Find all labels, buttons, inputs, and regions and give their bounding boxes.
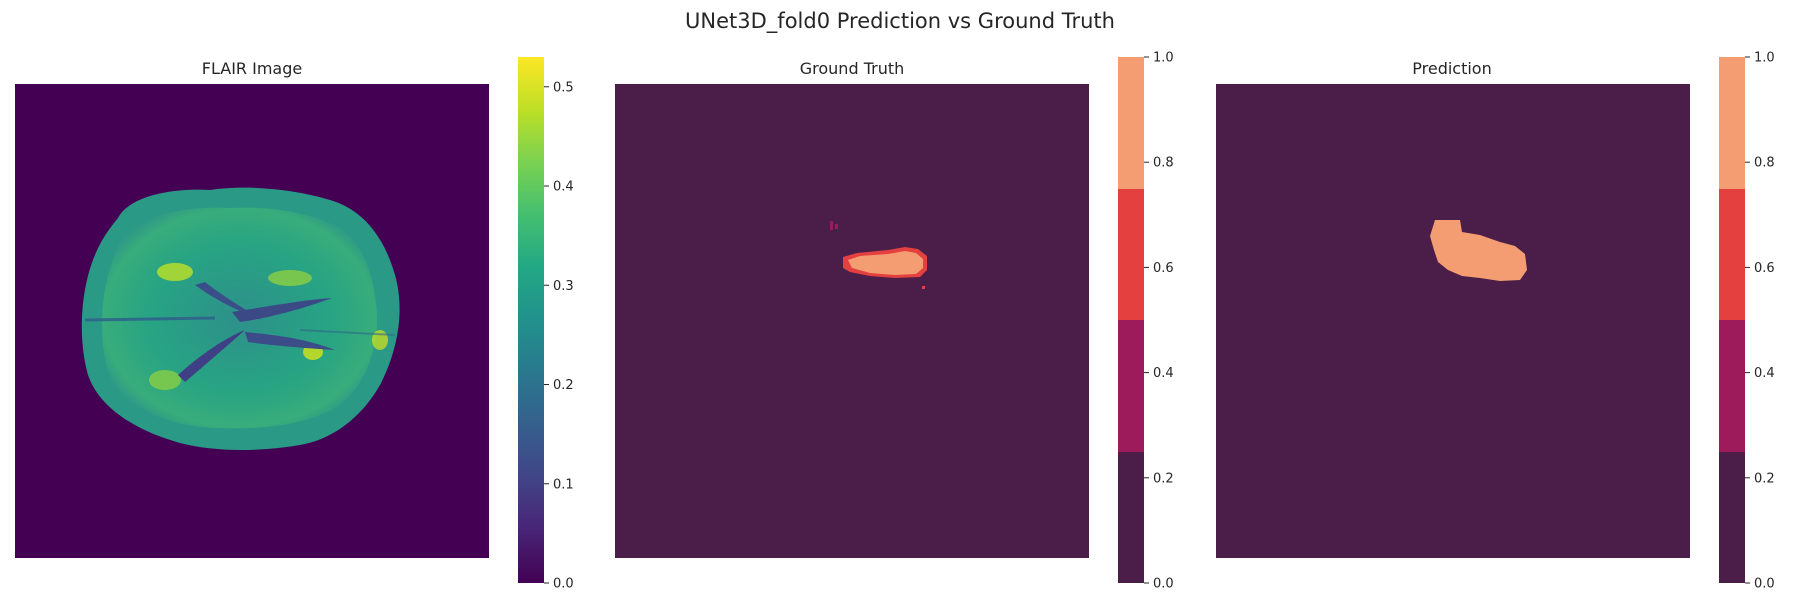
colorbar-tick-label: 0.1: [553, 477, 574, 492]
midline-fissure-left: [84, 316, 216, 322]
colorbar-tick-label: 0.2: [1153, 471, 1174, 486]
colorbar-tick-label: 1.0: [1153, 51, 1174, 66]
colorbar-tick-label: 0.2: [553, 378, 574, 393]
figure-title: UNet3D_fold0 Prediction vs Ground Truth: [685, 9, 1115, 34]
panel-ground-truth: Ground Truth 0.0 0.2 0.4 0.6 0.8 1.0: [615, 51, 1174, 592]
gt-tumor-core: [848, 251, 923, 275]
colorbar-tick-label: 1.0: [1754, 51, 1775, 66]
panel-title-ground-truth: Ground Truth: [800, 59, 905, 78]
panel-prediction: Prediction 0.0 0.2 0.4 0.6 0.8 1.0: [1216, 51, 1775, 592]
panel-title-flair: FLAIR Image: [202, 59, 302, 78]
lesion-bright-2: [268, 270, 312, 286]
ground-truth-background: [615, 84, 1089, 558]
colorbar-flair-ticks: 0.0 0.1 0.2 0.3 0.4 0.5: [544, 80, 574, 592]
colorbar-pred-level-2: [1719, 320, 1745, 452]
lesion-bright-3: [149, 370, 181, 390]
prediction-background: [1216, 84, 1690, 558]
colorbar-tick-label: 0.8: [1153, 156, 1174, 171]
colorbar-tick-label: 0.3: [553, 279, 574, 294]
colorbar-tick-label: 0.0: [1754, 577, 1775, 592]
colorbar-tick-label: 0.5: [553, 80, 574, 95]
colorbar-tick-label: 0.6: [1153, 261, 1174, 276]
colorbar-tick-label: 0.8: [1754, 156, 1775, 171]
ventricle-upper-right: [232, 298, 332, 322]
colorbar-gt-level-4: [1118, 57, 1144, 189]
colorbar-pred-level-4: [1719, 57, 1745, 189]
ventricle-lower-right: [245, 332, 335, 350]
panel-title-prediction: Prediction: [1412, 59, 1491, 78]
gt-speck-3: [922, 286, 925, 289]
midline-fissure-right: [299, 329, 396, 336]
colorbar-tick-label: 0.4: [1754, 366, 1775, 381]
panel-flair: FLAIR Image 0.0 0.1 0.2 0.3 0.4 0.5: [15, 57, 574, 592]
gt-speck-2: [835, 224, 838, 229]
prediction-tumor-region: [1430, 220, 1527, 281]
flair-brain-slice: [81, 187, 400, 451]
colorbar-tick-label: 0.0: [1153, 577, 1174, 592]
gt-speck-1: [830, 221, 833, 230]
colorbar-flair: [518, 57, 544, 583]
colorbar-tick-label: 0.0: [553, 577, 574, 592]
colorbar-gt-level-2: [1118, 320, 1144, 452]
colorbar-tick-label: 0.4: [553, 180, 574, 195]
colorbar-tick-label: 0.6: [1754, 261, 1775, 276]
colorbar-ground-truth-ticks: 0.0 0.2 0.4 0.6 0.8 1.0: [1144, 51, 1174, 592]
colorbar-pred-level-3: [1719, 189, 1745, 320]
colorbar-tick-label: 0.4: [1153, 366, 1174, 381]
lesion-bright-1: [157, 263, 193, 281]
colorbar-tick-label: 0.2: [1754, 471, 1775, 486]
colorbar-gt-level-3: [1118, 189, 1144, 320]
colorbar-prediction-ticks: 0.0 0.2 0.4 0.6 0.8 1.0: [1745, 51, 1775, 592]
ventricle-lower-left: [178, 330, 245, 382]
